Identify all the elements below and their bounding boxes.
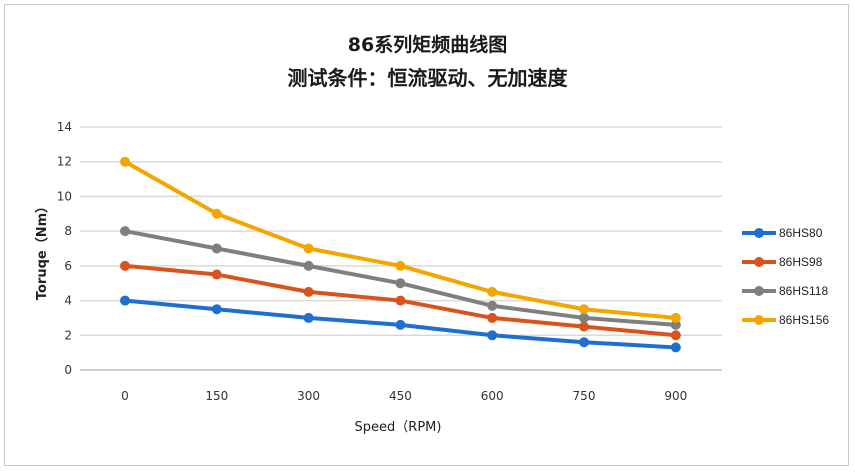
- legend-label: 86HS80: [779, 226, 823, 240]
- data-point: [211, 243, 222, 254]
- y-tick-label: 0: [64, 363, 72, 377]
- data-point: [670, 319, 681, 330]
- data-point: [120, 226, 130, 237]
- data-point: [211, 304, 222, 315]
- x-tick-label: 300: [297, 389, 320, 403]
- x-tick-label: 0: [121, 389, 129, 403]
- data-point: [395, 278, 406, 289]
- x-tick-label: 900: [664, 389, 687, 403]
- legend-item: 86HS98: [742, 255, 823, 269]
- chart-subtitle: 测试条件：恒流驱动、无加速度: [287, 66, 568, 90]
- data-point: [487, 330, 498, 341]
- data-point: [120, 156, 130, 167]
- y-tick-label: 10: [57, 189, 72, 203]
- x-tick-labels: 0 150 300 450 600 750 900: [121, 389, 687, 403]
- legend-marker: [754, 315, 764, 325]
- legend-marker: [754, 286, 764, 296]
- legend-item: 86HS156: [742, 313, 829, 327]
- y-tick-label: 6: [64, 259, 72, 273]
- data-point: [211, 208, 222, 219]
- data-point: [579, 321, 589, 332]
- series-line: [123, 159, 678, 320]
- chart-title: 86系列矩频曲线图: [347, 34, 508, 56]
- data-point: [670, 330, 681, 341]
- x-tick-label: 450: [389, 389, 412, 403]
- x-axis-label: Speed（RPM): [355, 420, 442, 435]
- data-point: [303, 243, 314, 254]
- data-point: [120, 295, 130, 306]
- data-point: [120, 260, 130, 271]
- data-point: [579, 312, 589, 323]
- y-tick-label: 2: [64, 328, 72, 342]
- x-tick-label: 600: [481, 389, 504, 403]
- legend-label: 86HS98: [779, 255, 823, 269]
- data-point: [579, 337, 589, 348]
- legend: 86HS80 86HS98 86HS118 86HS156: [742, 226, 829, 327]
- y-tick-labels: 0 2 4 6 8 10 12 14: [57, 120, 72, 377]
- data-point: [670, 342, 681, 353]
- legend-item: 86HS80: [742, 226, 823, 240]
- y-tick-label: 8: [64, 224, 72, 238]
- series-lines: [120, 156, 681, 353]
- data-point: [487, 286, 498, 297]
- legend-label: 86HS156: [779, 313, 829, 327]
- data-point: [395, 295, 406, 306]
- series-86HS118: [120, 226, 681, 330]
- data-point: [395, 260, 406, 271]
- data-point: [487, 300, 498, 311]
- data-point: [303, 312, 314, 323]
- gridlines: [80, 126, 722, 371]
- data-point: [211, 269, 222, 280]
- legend-marker: [754, 228, 764, 238]
- legend-label: 86HS118: [779, 284, 828, 298]
- data-point: [303, 260, 314, 271]
- data-point: [487, 312, 498, 323]
- data-point: [579, 304, 589, 315]
- x-tick-label: 750: [573, 389, 596, 403]
- y-tick-label: 4: [64, 294, 72, 308]
- series-86HS80: [120, 295, 681, 353]
- series-86HS156: [120, 156, 681, 323]
- data-point: [670, 312, 681, 323]
- x-tick-label: 150: [205, 389, 228, 403]
- series-86HS98: [120, 260, 681, 341]
- y-axis-label: Toruqe（Nm）: [34, 200, 50, 300]
- legend-marker: [754, 257, 764, 267]
- y-tick-label: 14: [57, 120, 72, 134]
- data-point: [303, 286, 314, 297]
- data-point: [395, 319, 406, 330]
- legend-item: 86HS118: [742, 284, 828, 298]
- y-tick-label: 12: [57, 155, 72, 169]
